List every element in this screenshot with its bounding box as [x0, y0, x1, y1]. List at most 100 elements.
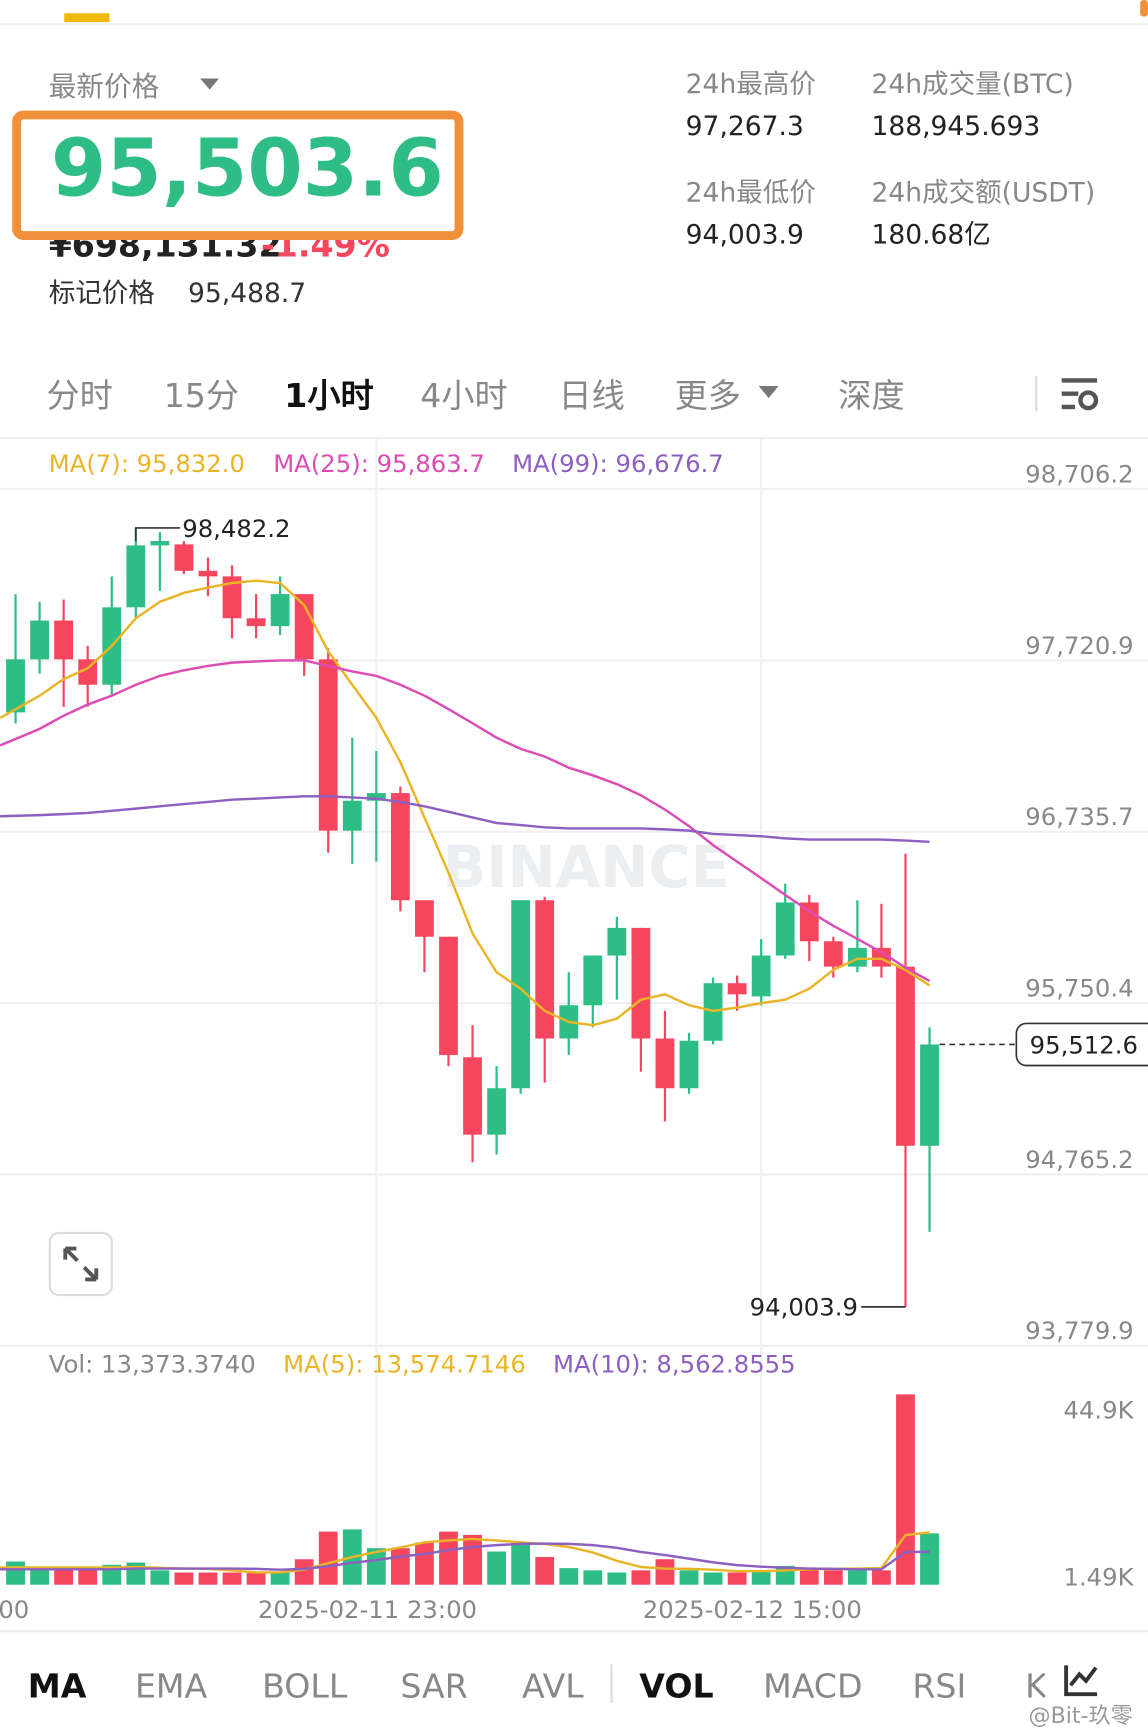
- candle-body: [198, 570, 218, 577]
- volume-bar: [463, 1534, 482, 1585]
- x-tick-label: 1 07:00: [0, 1595, 29, 1624]
- candle-body: [799, 902, 819, 942]
- stat-value: 180.68亿: [871, 219, 990, 250]
- volume-bar: [270, 1572, 290, 1585]
- ma-legend: MA(25): 95,863.7: [273, 449, 485, 478]
- indicator-tab[interactable]: EMA: [135, 1667, 208, 1706]
- candle-body: [583, 955, 603, 1006]
- volume-bar: [439, 1531, 458, 1585]
- candle-body: [679, 1040, 699, 1089]
- volume-bar: [799, 1568, 819, 1585]
- timeframe-tab[interactable]: 更多: [675, 376, 741, 415]
- timeframe-tab[interactable]: 深度: [838, 376, 904, 415]
- annotation-line: [134, 527, 181, 542]
- volume-bar: [54, 1570, 74, 1585]
- volume-bar: [415, 1542, 434, 1585]
- stat-value: 94,003.9: [686, 219, 804, 250]
- candle-body: [511, 900, 531, 1089]
- candle-body: [78, 659, 98, 685]
- ma-line: [0, 795, 930, 844]
- indicator-tab[interactable]: MA: [28, 1667, 87, 1706]
- volume-bar: [631, 1570, 651, 1585]
- low-label: 94,003.9: [750, 1293, 858, 1322]
- candle-body: [54, 620, 74, 660]
- candle-body: [920, 1044, 939, 1146]
- highlight-box: [12, 110, 464, 240]
- y-tick-label: 1.49K: [1063, 1563, 1134, 1592]
- candle-body: [607, 927, 627, 956]
- y-tick-label: 44.9K: [1063, 1396, 1134, 1425]
- volume-bar: [607, 1572, 627, 1585]
- settings-icon[interactable]: [1061, 378, 1099, 411]
- volume-bar: [847, 1570, 867, 1585]
- ma-legend: MA(5): 13,574.7146: [283, 1349, 526, 1378]
- candle-body: [847, 947, 867, 967]
- edge-mark: [1140, 0, 1148, 17]
- indicator-tab[interactable]: VOL: [639, 1667, 713, 1706]
- indicator-tab[interactable]: RSI: [912, 1667, 966, 1706]
- indicator-tab[interactable]: BOLL: [262, 1667, 348, 1706]
- price-label: 最新价格: [49, 70, 160, 103]
- volume-bar: [703, 1572, 723, 1585]
- volume-bar: [751, 1570, 771, 1585]
- volume-bar: [823, 1570, 843, 1585]
- candle-body: [896, 966, 915, 1146]
- volume-bar: [583, 1570, 603, 1585]
- candle-body: [366, 793, 386, 801]
- volume-bar: [318, 1531, 338, 1585]
- volume-bar: [727, 1572, 747, 1585]
- stat-value: 97,267.3: [686, 111, 804, 142]
- candle-body: [150, 541, 170, 546]
- volume-bar: [174, 1572, 194, 1585]
- chart-icon[interactable]: [1064, 1665, 1098, 1697]
- indicator-tab[interactable]: MACD: [763, 1667, 862, 1706]
- y-tick-label: 94,765.2: [1025, 1145, 1133, 1174]
- candle-body: [294, 594, 314, 660]
- stat-label: 24h成交额(USDT): [871, 177, 1095, 208]
- expand-button[interactable]: [48, 1231, 113, 1297]
- candle-body: [487, 1088, 506, 1135]
- tab-indicator: [64, 13, 110, 23]
- ma-line: [0, 1542, 930, 1571]
- volume-bar: [294, 1559, 314, 1585]
- ma-legend: MA(99): 96,676.7: [512, 449, 724, 478]
- indicator-tab[interactable]: K: [1025, 1667, 1048, 1706]
- timeframe-tab[interactable]: 4小时: [420, 376, 507, 415]
- candle-body: [751, 955, 771, 997]
- indicator-tab[interactable]: AVL: [522, 1667, 584, 1706]
- ma-line: [0, 579, 931, 1027]
- candle-body: [246, 618, 266, 627]
- volume-bar: [198, 1572, 218, 1585]
- x-tick-label: 2025-02-11 23:00: [258, 1595, 477, 1624]
- credit: @Bit-玖零: [1029, 1703, 1133, 1729]
- candle-body: [6, 659, 25, 713]
- timeframe-tab[interactable]: 分时: [47, 376, 113, 415]
- volume-bar: [559, 1568, 579, 1585]
- candle-body: [30, 620, 49, 660]
- y-tick-label: 98,706.2: [1025, 459, 1133, 488]
- last-price-tag: [1015, 1022, 1148, 1067]
- candle-body: [270, 594, 290, 627]
- mark-label: 标记价格: [49, 278, 155, 309]
- dropdown-icon[interactable]: [200, 78, 220, 90]
- stat-label: 24h成交量(BTC): [871, 69, 1073, 100]
- y-tick-label: 96,735.7: [1025, 802, 1133, 831]
- x-tick-label: 2025-02-12 15:00: [643, 1595, 862, 1624]
- timeframe-tab[interactable]: 1小时: [284, 376, 373, 415]
- volume-bar: [920, 1533, 939, 1585]
- expand-icon: [63, 1246, 99, 1282]
- candle-body: [126, 545, 146, 608]
- volume-bar: [246, 1572, 266, 1585]
- candle-body: [439, 936, 458, 1056]
- volume-bar: [222, 1572, 242, 1585]
- volume-bar: [896, 1394, 915, 1585]
- last-price: 95,503.6: [51, 122, 444, 215]
- timeframe-tab[interactable]: 日线: [559, 376, 625, 415]
- candle-body: [390, 793, 410, 901]
- ma-legend: MA(10): 8,562.8555: [553, 1349, 796, 1378]
- more-icon[interactable]: [758, 385, 779, 399]
- ma-legend: MA(7): 95,832.0: [49, 449, 245, 478]
- indicator-tab[interactable]: SAR: [400, 1667, 467, 1706]
- candle-body: [415, 900, 434, 937]
- timeframe-tab[interactable]: 15分: [164, 376, 239, 415]
